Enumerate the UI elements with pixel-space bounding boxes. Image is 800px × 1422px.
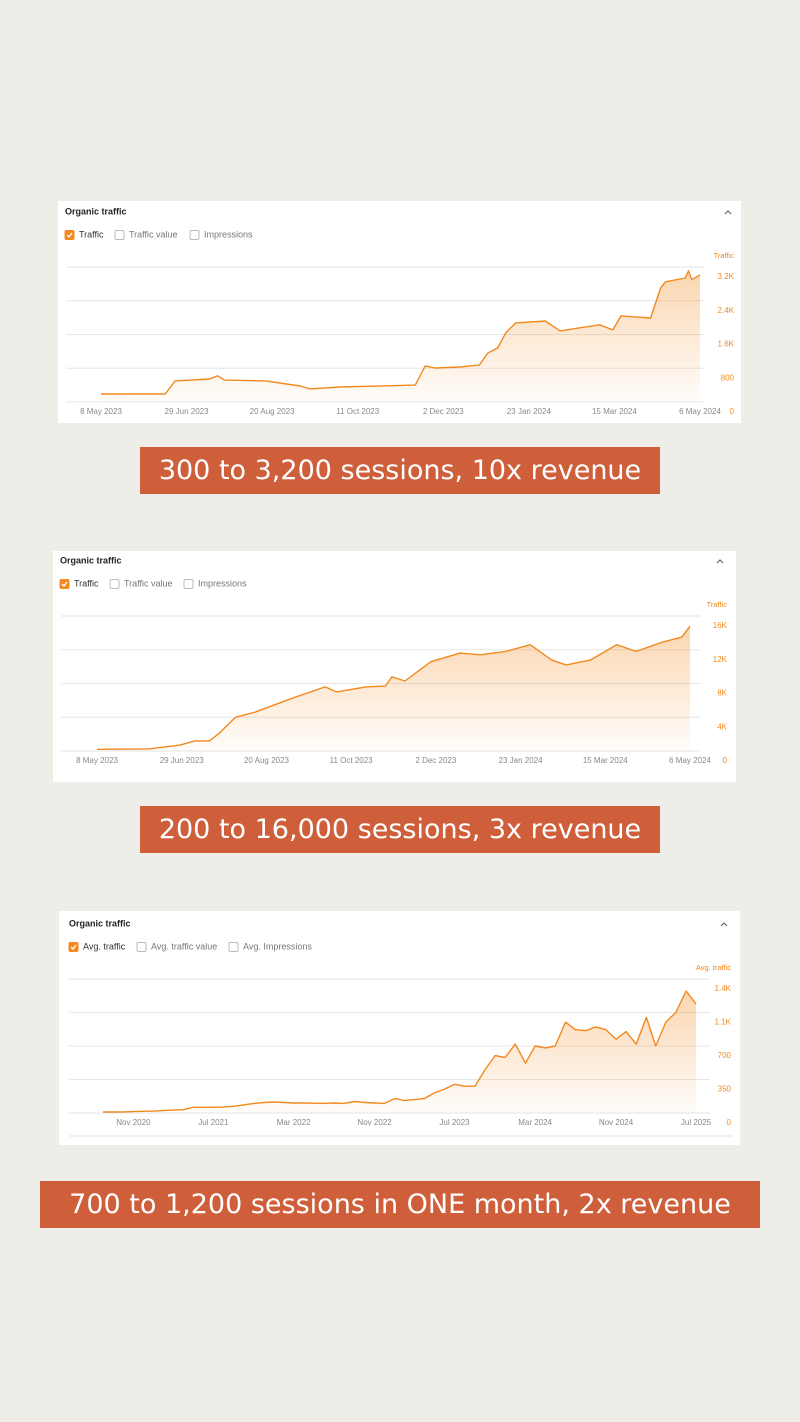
legend-label: Traffic value [124,578,173,588]
x-tick-label: 23 Jan 2024 [499,756,544,765]
checkbox [114,230,125,240]
y-tick-label: 2.4K [718,306,735,315]
legend-label: Impressions [204,229,253,239]
area [101,270,700,402]
checkmark [61,581,68,587]
y-tick-label: 0 [730,407,735,416]
chart-title: Organic traffic [69,918,131,928]
y-tick-label: 1.6K [718,340,735,349]
x-tick-label: 2 Dec 2023 [423,407,464,416]
caption: 700 to 1,200 sessions in ONE month, 2x r… [40,1181,760,1228]
legend-label: Traffic [74,578,99,588]
area [103,991,696,1113]
collapse-chevron [720,922,728,927]
y-tick-label: 3.2K [718,272,735,281]
legend-label: Avg. traffic [83,941,126,951]
x-tick-label: Nov 2024 [599,1118,634,1127]
y-tick-label: 0 [727,1118,732,1127]
x-tick-label: 11 Oct 2023 [336,407,380,416]
legend-label: Avg. traffic value [151,941,217,951]
x-tick-label: 2 Dec 2023 [415,756,456,765]
line [101,270,701,395]
x-tick-label: Mar 2022 [277,1118,311,1127]
x-tick-label: 11 Oct 2023 [330,756,374,765]
y-tick-label: 4K [717,722,727,731]
x-tick-label: 29 Jun 2023 [165,407,210,416]
checkmark [66,232,73,238]
x-tick-label: 15 Mar 2024 [592,407,637,416]
y-axis-label: Traffic [707,600,728,609]
checkbox [189,230,200,240]
x-tick-label: 15 Mar 2024 [583,756,628,765]
line [103,990,697,1113]
checkbox [109,579,120,589]
x-tick-label: 6 May 2024 [669,756,711,765]
line [96,625,691,750]
x-tick-label: Mar 2024 [518,1118,552,1127]
checkbox-checked [59,579,70,589]
legend-label: Avg. Impressions [243,941,312,951]
caption: 200 to 16,000 sessions, 3x revenue [140,806,660,853]
checkbox-checked [68,942,79,952]
checkbox [183,579,194,589]
x-tick-label: 23 Jan 2024 [507,407,552,416]
y-tick-label: 350 [718,1085,732,1094]
caption: 300 to 3,200 sessions, 10x revenue [140,447,660,494]
x-tick-label: Jul 2021 [198,1118,229,1127]
area [97,626,690,751]
x-tick-label: Jul 2025 [681,1118,712,1127]
y-axis-label: Traffic [714,251,735,260]
y-tick-label: 700 [718,1051,732,1060]
legend-label: Traffic [79,229,104,239]
y-tick-label: 16K [713,621,728,630]
x-tick-label: Nov 2020 [116,1118,151,1127]
collapse-chevron [724,210,732,215]
legend-label: Impressions [198,578,247,588]
y-tick-label: 1.1K [715,1018,732,1027]
x-tick-label: Jul 2023 [439,1118,470,1127]
y-tick-label: 0 [723,756,728,765]
y-tick-label: 1.4K [715,984,732,993]
checkbox-checked [64,230,75,240]
y-tick-label: 12K [713,655,728,664]
checkmark [70,944,77,950]
collapse-chevron [716,559,724,564]
y-tick-label: 8K [717,689,727,698]
x-tick-label: Nov 2022 [357,1118,392,1127]
chart-title: Organic traffic [65,206,127,216]
checkbox [136,942,147,952]
x-tick-label: 29 Jun 2023 [160,756,205,765]
legend-label: Traffic value [129,229,178,239]
x-tick-label: 8 May 2023 [76,756,118,765]
chart-title: Organic traffic [60,555,122,565]
x-tick-label: 8 May 2023 [80,407,122,416]
y-axis-label: Avg. traffic [696,963,731,972]
x-tick-label: 20 Aug 2023 [244,756,289,765]
y-tick-label: 800 [721,373,735,382]
x-tick-label: 20 Aug 2023 [250,407,295,416]
checkbox [228,942,239,952]
x-tick-label: 6 May 2024 [679,407,721,416]
